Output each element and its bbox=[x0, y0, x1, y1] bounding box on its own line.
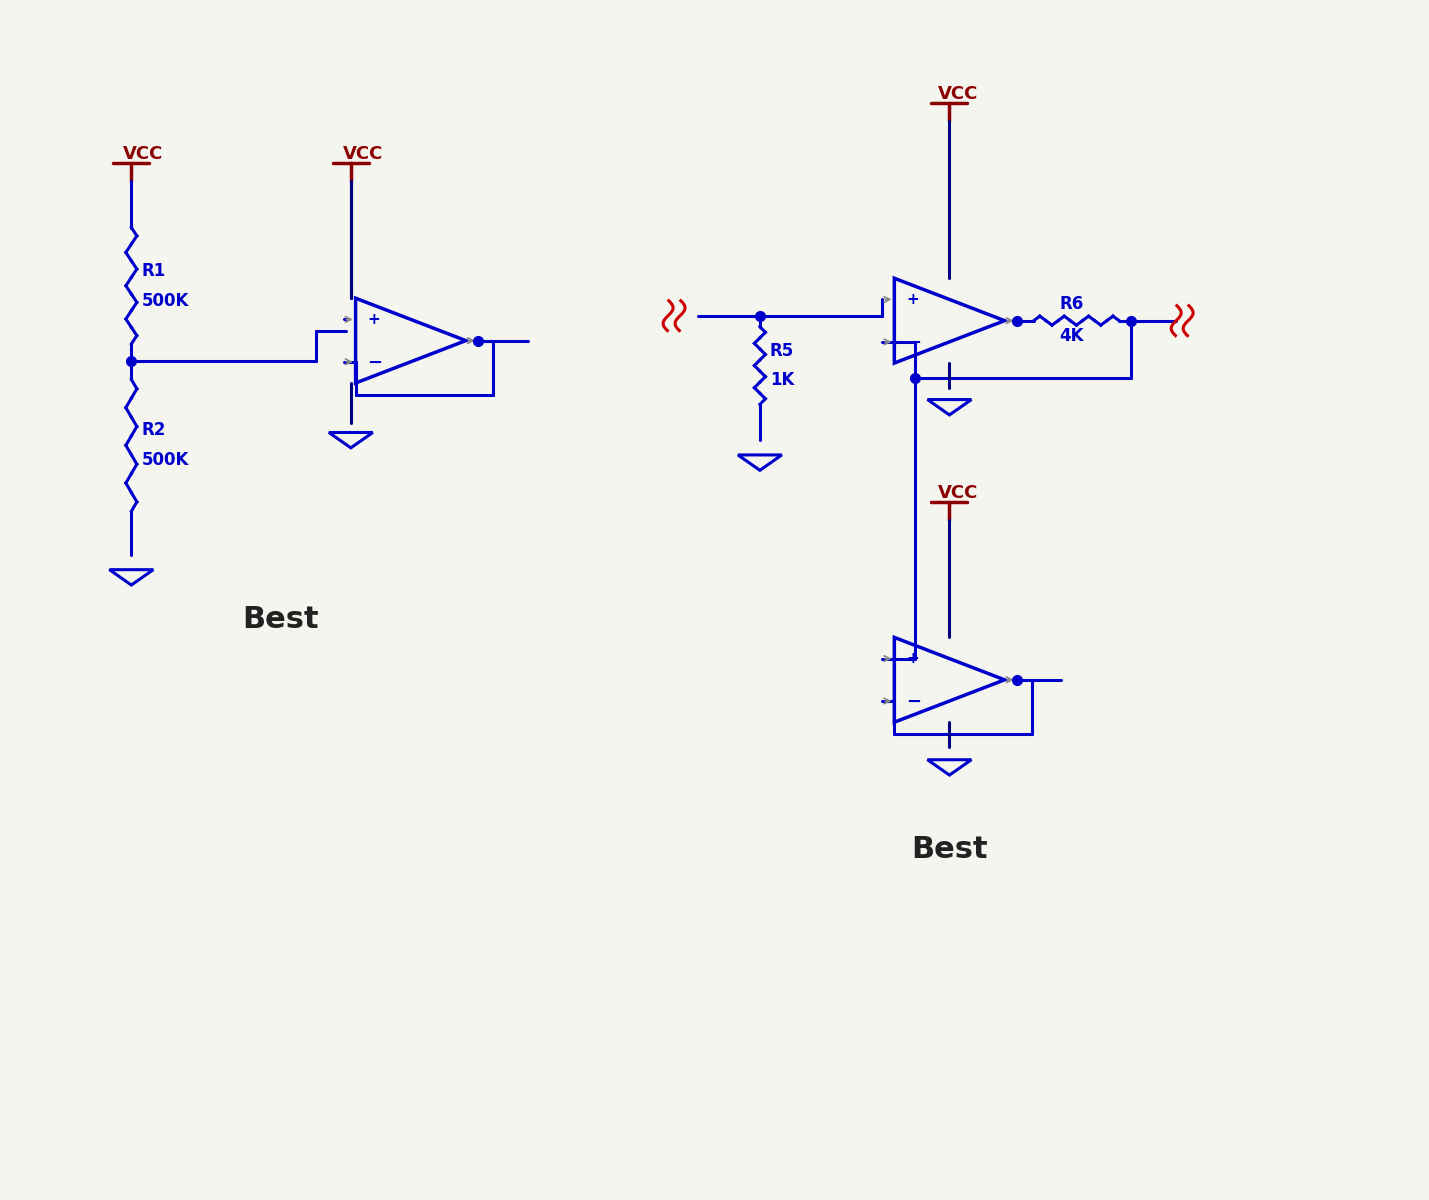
Text: R5: R5 bbox=[770, 342, 795, 360]
Text: −: − bbox=[906, 334, 922, 352]
Text: VCC: VCC bbox=[123, 145, 164, 163]
Text: R1: R1 bbox=[141, 262, 166, 280]
Text: R2: R2 bbox=[141, 421, 166, 439]
Text: +: + bbox=[906, 652, 919, 666]
Text: +: + bbox=[906, 292, 919, 307]
Text: VCC: VCC bbox=[937, 485, 977, 503]
Text: Best: Best bbox=[912, 835, 987, 864]
Text: −: − bbox=[906, 694, 922, 712]
Text: −: − bbox=[367, 354, 383, 372]
Text: 500K: 500K bbox=[141, 292, 189, 310]
Text: R6: R6 bbox=[1059, 295, 1083, 313]
Text: 1K: 1K bbox=[770, 372, 795, 390]
Text: 500K: 500K bbox=[141, 451, 189, 469]
Text: VCC: VCC bbox=[343, 145, 383, 163]
Text: Best: Best bbox=[243, 606, 319, 635]
Text: +: + bbox=[367, 312, 380, 326]
Text: VCC: VCC bbox=[937, 85, 977, 103]
Text: 4K: 4K bbox=[1059, 326, 1083, 344]
